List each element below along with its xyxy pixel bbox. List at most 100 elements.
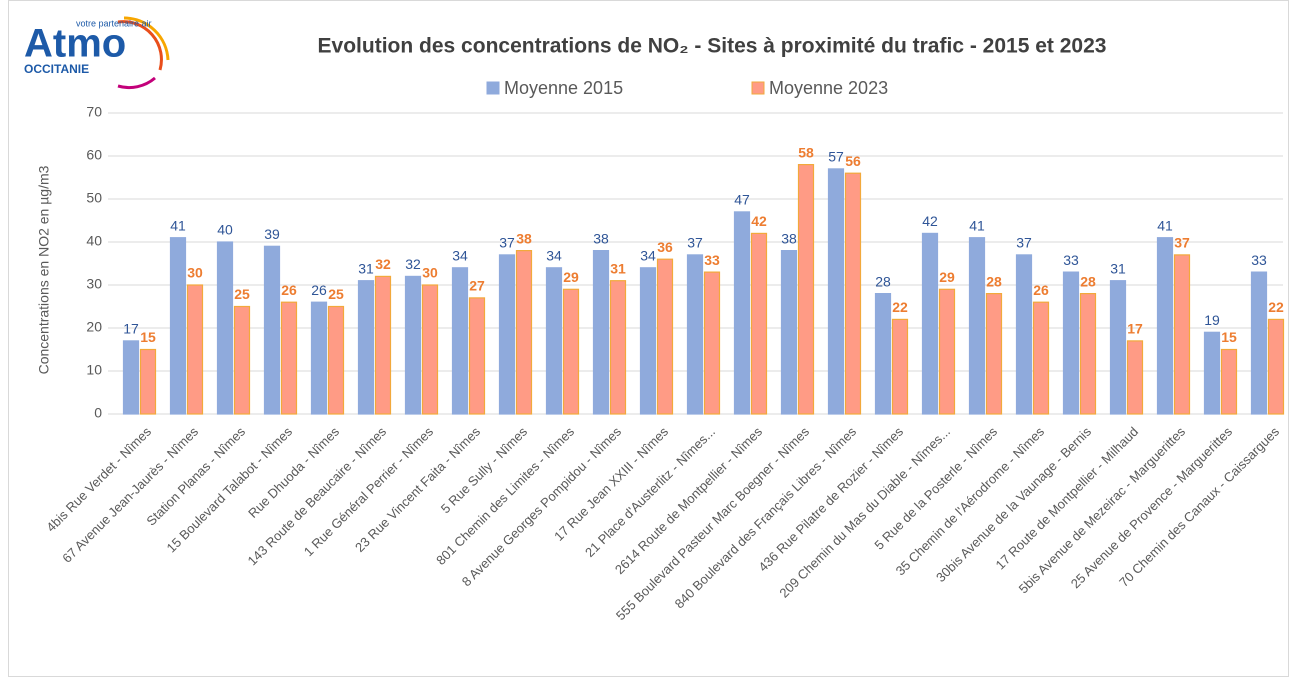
data-label: 26 [311,282,327,298]
legend-label: Moyenne 2023 [769,78,888,98]
y-tick-label: 60 [86,147,102,163]
y-tick-label: 10 [86,362,102,378]
legend-swatch [751,81,765,95]
data-label: 34 [452,248,468,264]
y-tick-label: 20 [86,319,102,335]
bar [451,267,469,415]
bar [874,293,892,415]
bar [1062,271,1080,415]
bar [656,258,674,415]
logo-name: Atmo [24,22,126,66]
data-label: 40 [217,222,233,238]
logo-arc [117,76,156,90]
bar [545,267,563,415]
bar [1032,301,1050,415]
bar [703,271,721,415]
data-label: 25 [234,286,250,302]
bar [421,284,439,415]
data-label: 37 [1174,235,1190,251]
data-label: 41 [170,217,186,233]
data-label: 26 [281,282,297,298]
bar [280,301,298,415]
bar [750,232,768,415]
data-label: 57 [828,149,844,165]
bar [562,288,580,415]
bar [827,168,845,415]
data-label: 47 [734,192,750,208]
logo-arc [117,20,163,71]
data-label: 37 [1016,235,1032,251]
data-label: 17 [1127,321,1143,337]
bar [1173,254,1191,415]
data-label: 39 [264,226,280,242]
logo: Atmo votre partenaire air OCCITANIE [24,16,170,90]
data-label: 32 [405,256,421,272]
data-label: 28 [986,273,1002,289]
bar [1079,293,1097,415]
chart-title: Evolution des concentrations de NO₂ - Si… [318,35,1107,58]
data-label: 58 [798,144,814,160]
y-tick-label: 50 [86,190,102,206]
data-label: 31 [358,260,374,276]
data-label: 19 [1204,312,1220,328]
data-label: 38 [781,230,797,246]
bar [985,293,1003,415]
bar [310,301,328,415]
bar [515,250,533,415]
bar [938,288,956,415]
bar [891,318,909,415]
data-label: 17 [123,321,139,337]
y-tick-label: 0 [94,405,102,421]
data-label: 26 [1033,282,1049,298]
bar [921,232,939,415]
bar [357,280,375,415]
data-label: 25 [328,286,344,302]
data-label: 31 [1110,260,1126,276]
bar [327,305,345,415]
bar [374,275,392,415]
bar [186,284,204,415]
bar [797,164,815,415]
data-label: 29 [939,269,955,285]
bar [733,211,751,415]
data-label: 42 [751,213,767,229]
data-label: 27 [469,278,485,294]
logo-tagline: votre partenaire air [76,18,152,28]
bar [169,237,187,415]
bar [1015,254,1033,415]
legend-swatch [486,81,500,95]
bar [122,340,140,415]
bar [233,305,251,415]
data-label: 42 [922,213,938,229]
bar [968,237,986,415]
data-label: 33 [1251,252,1267,268]
bar [1109,280,1127,415]
data-label: 22 [1268,299,1284,315]
bar [609,280,627,415]
data-label: 38 [516,230,532,246]
bar [780,250,798,415]
data-label: 30 [422,265,438,281]
data-label: 34 [640,248,656,264]
data-label: 56 [845,153,861,169]
y-axis-title: Concentrations en NO2 en µg/m3 [36,165,52,374]
data-label: 34 [546,248,562,264]
bar [1126,340,1144,415]
bar [139,348,157,415]
data-label: 28 [875,273,891,289]
bar [1267,318,1285,415]
bar [468,297,486,415]
bar [844,172,862,415]
data-label: 41 [969,217,985,233]
legend-label: Moyenne 2015 [504,78,623,98]
bar [1203,331,1221,415]
y-tick-label: 70 [86,104,102,120]
data-label: 28 [1080,273,1096,289]
bar [1220,348,1238,415]
y-tick-label: 30 [86,276,102,292]
bar [404,275,422,415]
data-label: 41 [1157,217,1173,233]
data-label: 30 [187,265,203,281]
data-label: 15 [140,329,156,345]
